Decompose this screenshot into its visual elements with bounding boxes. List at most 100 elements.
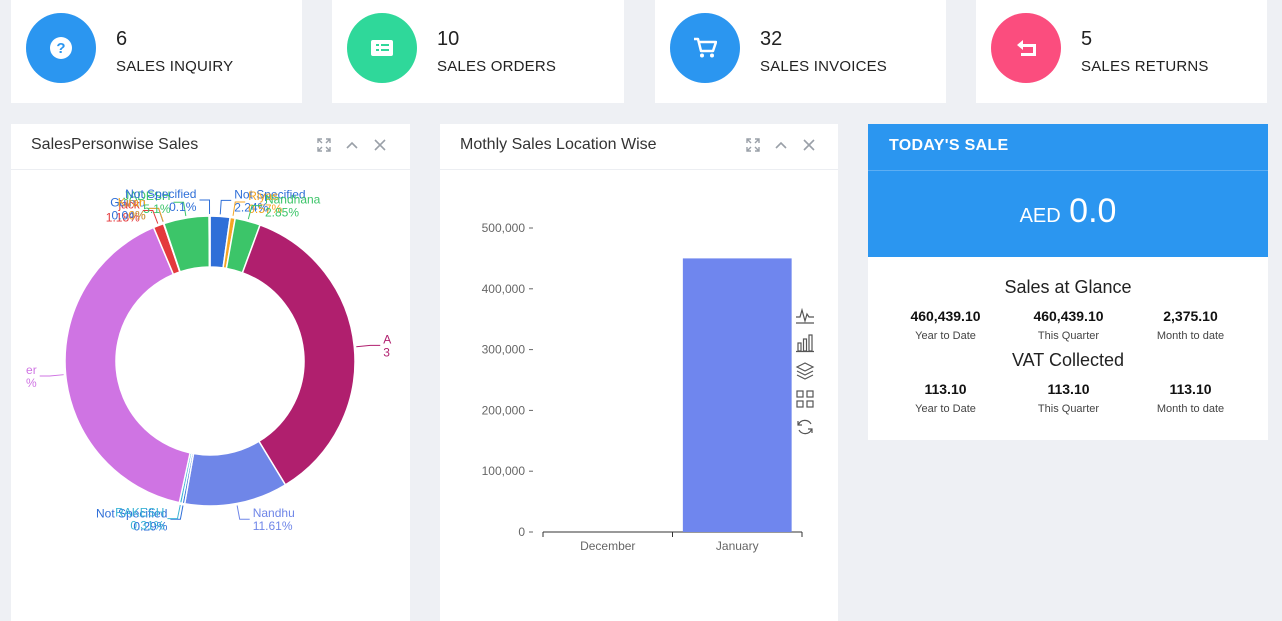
stat-label: SALES RETURNS: [1081, 58, 1209, 75]
donut-label-name: Nandhu: [253, 506, 295, 520]
donut-leader-line: [39, 374, 64, 377]
stat-label: SALES INVOICES: [760, 58, 888, 75]
vat-label: This Quarter: [1037, 403, 1100, 415]
todays-sale-amount: AED 0.0: [868, 192, 1268, 231]
svg-text:?: ?: [56, 40, 65, 57]
stat-card-sales-returns[interactable]: 5 SALES RETURNS: [976, 0, 1267, 103]
donut-leader-line: [232, 201, 246, 216]
todays-sale-title: TODAY'S SALE: [889, 137, 1009, 154]
x-tick-label: December: [580, 539, 635, 553]
todays-sale-banner: TODAY'S SALE AED 0.0: [868, 124, 1268, 257]
stat-card-sales-inquiry[interactable]: ? 6 SALES INQUIRY: [11, 0, 302, 103]
vat-this-quarter: 113.10 This Quarter: [1002, 381, 1135, 415]
donut-label-name: Nandhana: [265, 193, 321, 207]
donut-label-name: Not Specified: [125, 187, 196, 201]
donut-label-name: jack: [117, 197, 140, 211]
divider: [868, 170, 1268, 171]
expand-icon[interactable]: [315, 136, 333, 154]
stat-count: 5: [1081, 28, 1093, 50]
close-icon[interactable]: [371, 136, 389, 154]
glance-this-quarter: 460,439.10 This Quarter: [1002, 308, 1135, 342]
glance-year-to-date: 460,439.10 Year to Date: [879, 308, 1012, 342]
tiled-icon[interactable]: [795, 389, 815, 409]
donut-leader-line: [247, 205, 262, 220]
panel-title: Mothly Sales Location Wise: [460, 136, 657, 153]
salesperson-donut-chart: Not Specified2.24%Riyas0.57%Nandhana2.85…: [26, 187, 391, 533]
vat-label: Month to date: [1156, 403, 1225, 415]
restore-icon[interactable]: [795, 417, 815, 437]
glance-value: 460,439.10: [910, 308, 981, 324]
y-tick-label: 100,000: [482, 464, 526, 478]
glance-label: This Quarter: [1037, 330, 1100, 342]
donut-label-percent: 0.31%: [130, 519, 164, 533]
monthly-sales-bar-chart: 0 100,000 200,000 300,000 400,000 500,000 Dece…: [482, 221, 803, 553]
donut-label-percent: 1.18%: [106, 210, 140, 224]
donut-label-percent: 0%: [128, 208, 146, 222]
close-icon[interactable]: [800, 136, 818, 154]
donut-label-name: RAKESH: [115, 506, 164, 520]
salesperson-panel: SalesPersonwise Sales Not Specified 2.24%…: [11, 124, 410, 621]
panel-header: Mothly Sales Location Wise: [440, 124, 838, 170]
list-icon: [347, 13, 417, 83]
donut-label-percent: 0.1%: [169, 200, 197, 214]
glance-label: Year to Date: [915, 330, 976, 342]
donut-slice-3[interactable]: [241, 223, 356, 486]
y-tick-label: 0: [518, 525, 525, 539]
donut-label-name: Not Specified: [96, 506, 167, 520]
line-chart-icon[interactable]: [795, 305, 815, 325]
stat-label: SALES ORDERS: [437, 58, 557, 75]
donut-slice-7[interactable]: [64, 226, 191, 504]
donut-leader-line: [199, 199, 211, 215]
donut-leader-line: [236, 505, 250, 520]
donut-label-name: er: [26, 363, 37, 377]
donut-label-percent: 0.29%: [133, 519, 167, 533]
bar-chart-icon[interactable]: [795, 333, 815, 353]
donut-label-name: A: [383, 332, 391, 346]
stat-card-sales-invoices[interactable]: 32 SALES INVOICES: [655, 0, 946, 103]
donut-leader-line: [167, 504, 181, 520]
cart-icon: [670, 13, 740, 83]
vat-value: 113.10: [1047, 381, 1090, 397]
x-tick-label: January: [716, 539, 759, 553]
donut-label-percent: 11.61%: [253, 519, 293, 533]
donut-leader-line: [219, 199, 232, 215]
collapse-icon[interactable]: [772, 136, 790, 154]
donut-label-percent: %: [26, 376, 37, 390]
stat-label: SALES INQUIRY: [116, 58, 234, 75]
stat-count: 6: [116, 28, 128, 50]
donut-label-percent: 0.04%: [112, 208, 146, 222]
glance-label: Month to date: [1156, 330, 1225, 342]
stack-icon[interactable]: [795, 361, 815, 381]
currency-label: AED: [1019, 205, 1061, 227]
y-tick-label: 200,000: [482, 403, 526, 417]
y-tick-label: 400,000: [482, 282, 526, 296]
donut-label-percent: 3: [383, 345, 390, 359]
collapse-icon[interactable]: [343, 136, 361, 154]
panel-header: SalesPersonwise Sales: [11, 124, 410, 170]
todays-sale-panel: TODAY'S SALE AED 0.0 Sales at Glance 460…: [868, 124, 1268, 440]
glance-month-to-date: 2,375.10 Month to date: [1124, 308, 1257, 342]
vat-value: 113.10: [924, 381, 967, 397]
stat-card-sales-orders[interactable]: 10 SALES ORDERS: [332, 0, 624, 103]
bar-january[interactable]: [682, 258, 792, 532]
vat-collected-title: VAT Collected: [1011, 350, 1125, 370]
y-tick-label: 500,000: [482, 221, 526, 235]
donut-label-name: Not Specified: [234, 187, 305, 201]
donut-label-percent: 2.85%: [265, 206, 299, 220]
donut-leader-line: [170, 505, 184, 520]
stat-count: 32: [760, 28, 783, 50]
sales-at-glance-title: Sales at Glance: [1004, 277, 1132, 297]
vat-year-to-date: 113.10 Year to Date: [879, 381, 1012, 415]
donut-leader-line: [356, 344, 381, 348]
panel-title: SalesPersonwise Sales: [31, 136, 199, 153]
vat-value: 113.10: [1169, 381, 1212, 397]
expand-icon[interactable]: [744, 136, 762, 154]
glance-value: 2,375.10: [1163, 308, 1218, 324]
donut-label-name: Riyas: [248, 189, 278, 203]
donut-leader-line: [173, 201, 187, 217]
return-icon: [991, 13, 1061, 83]
donut-label-name: Kiran: [118, 195, 146, 209]
glance-value: 460,439.10: [1033, 308, 1104, 324]
sale-value: 0.0: [1069, 192, 1117, 230]
donut-slice-12[interactable]: [208, 215, 211, 268]
